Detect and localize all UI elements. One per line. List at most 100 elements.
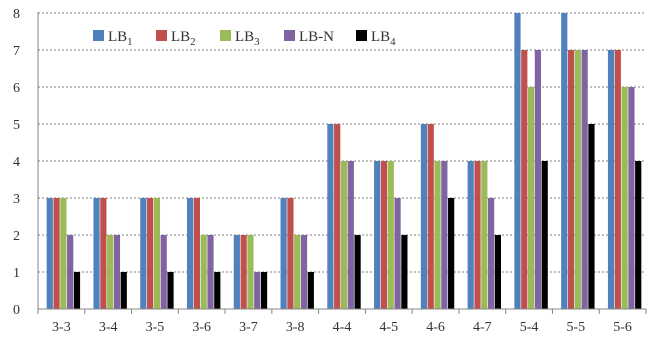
bar — [186, 198, 194, 309]
bar — [574, 50, 581, 309]
x-tick-label: 3-6 — [192, 320, 211, 335]
bar — [193, 198, 200, 309]
bar — [113, 235, 121, 309]
x-tick-label: 5-4 — [520, 320, 539, 335]
bar — [374, 161, 381, 309]
x-tick-label: 4-6 — [426, 320, 445, 335]
bar — [541, 161, 548, 309]
bar — [200, 235, 207, 309]
y-tick-label: 8 — [13, 7, 20, 22]
bar — [53, 198, 60, 309]
legend-label: LB2 — [171, 29, 196, 48]
bar — [527, 87, 535, 309]
bar — [214, 272, 221, 309]
x-tick-label: 3-7 — [239, 320, 258, 335]
bar — [567, 50, 575, 309]
legend-series-subscript: 3 — [254, 36, 260, 48]
bar — [247, 235, 254, 309]
bar — [448, 198, 455, 309]
bar — [233, 235, 240, 309]
bar — [147, 198, 154, 309]
y-tick-label: 6 — [13, 81, 20, 96]
bar — [260, 272, 268, 309]
legend-swatch — [156, 30, 167, 41]
bar — [635, 161, 642, 309]
legend-series-name: LB — [108, 29, 127, 45]
x-tick-label: 3-3 — [52, 320, 71, 335]
legend-series-name: LB — [235, 29, 254, 45]
x-tick-label: 3-4 — [99, 320, 118, 335]
bar — [488, 198, 495, 309]
y-tick-label: 2 — [13, 229, 20, 244]
bar — [614, 50, 621, 309]
x-tick-label: 3-8 — [286, 320, 305, 335]
bar — [467, 161, 474, 309]
bar — [60, 198, 67, 309]
legend-label: LB3 — [235, 29, 260, 48]
legend-label: LB4 — [371, 29, 396, 48]
bar — [67, 235, 74, 309]
bar — [607, 50, 615, 309]
legend-swatch — [284, 30, 295, 41]
y-tick-labels: 0 1 2 3 4 5 6 7 8 — [13, 7, 20, 318]
bar — [434, 161, 441, 309]
bar — [287, 198, 294, 309]
bar — [107, 235, 114, 309]
bar — [387, 161, 394, 309]
bar — [561, 13, 568, 309]
bar — [160, 235, 167, 309]
bar — [73, 272, 81, 309]
bar — [401, 235, 408, 309]
bar — [514, 13, 521, 309]
legend-swatch — [93, 30, 104, 41]
legend-series-name: LB — [371, 29, 390, 45]
bar — [481, 161, 488, 309]
bar — [494, 235, 502, 309]
y-tick-label: 4 — [13, 155, 20, 170]
bar — [207, 235, 214, 309]
axes — [37, 12, 647, 314]
bar — [340, 161, 348, 309]
bar — [521, 50, 528, 309]
bar — [240, 235, 247, 309]
bar — [588, 124, 595, 309]
bar — [46, 198, 53, 309]
bar — [420, 124, 428, 309]
bar — [307, 272, 314, 309]
bar — [153, 198, 161, 309]
bar — [327, 124, 334, 309]
legend-series-subscript: 1 — [127, 36, 133, 48]
bar — [280, 198, 287, 309]
bar — [354, 235, 361, 309]
bar — [441, 161, 448, 309]
legend-swatch — [220, 30, 231, 41]
y-tick-label: 3 — [13, 192, 20, 207]
bar — [427, 124, 434, 309]
legend-swatch — [356, 30, 367, 41]
bar — [294, 235, 301, 309]
bar — [254, 272, 261, 309]
x-tick-label: 4-4 — [333, 320, 352, 335]
legend-series-subscript: 4 — [390, 36, 396, 48]
bar — [334, 124, 341, 309]
bar — [300, 235, 308, 309]
bar — [347, 161, 354, 309]
bar — [120, 272, 127, 309]
legend-label: LB1 — [108, 29, 133, 48]
x-tick-label: 3-5 — [146, 320, 165, 335]
bar — [380, 161, 388, 309]
y-tick-label: 1 — [13, 266, 20, 281]
legend-series-name: LB-N — [299, 29, 334, 45]
bar — [100, 198, 107, 309]
bars — [46, 13, 642, 309]
bar — [474, 161, 481, 309]
x-tick-labels: 3-3 3-4 3-5 3-6 3-7 3-8 4-4 4-5 4-6 4-7 5-4 5-5 5-6 — [52, 320, 632, 335]
bar — [93, 198, 100, 309]
bar — [621, 87, 628, 309]
bar — [394, 198, 401, 309]
bar — [140, 198, 147, 309]
legend-series-name: LB — [171, 29, 190, 45]
x-tick-label: 5-6 — [613, 320, 632, 335]
x-tick-label: 5-5 — [567, 320, 586, 335]
